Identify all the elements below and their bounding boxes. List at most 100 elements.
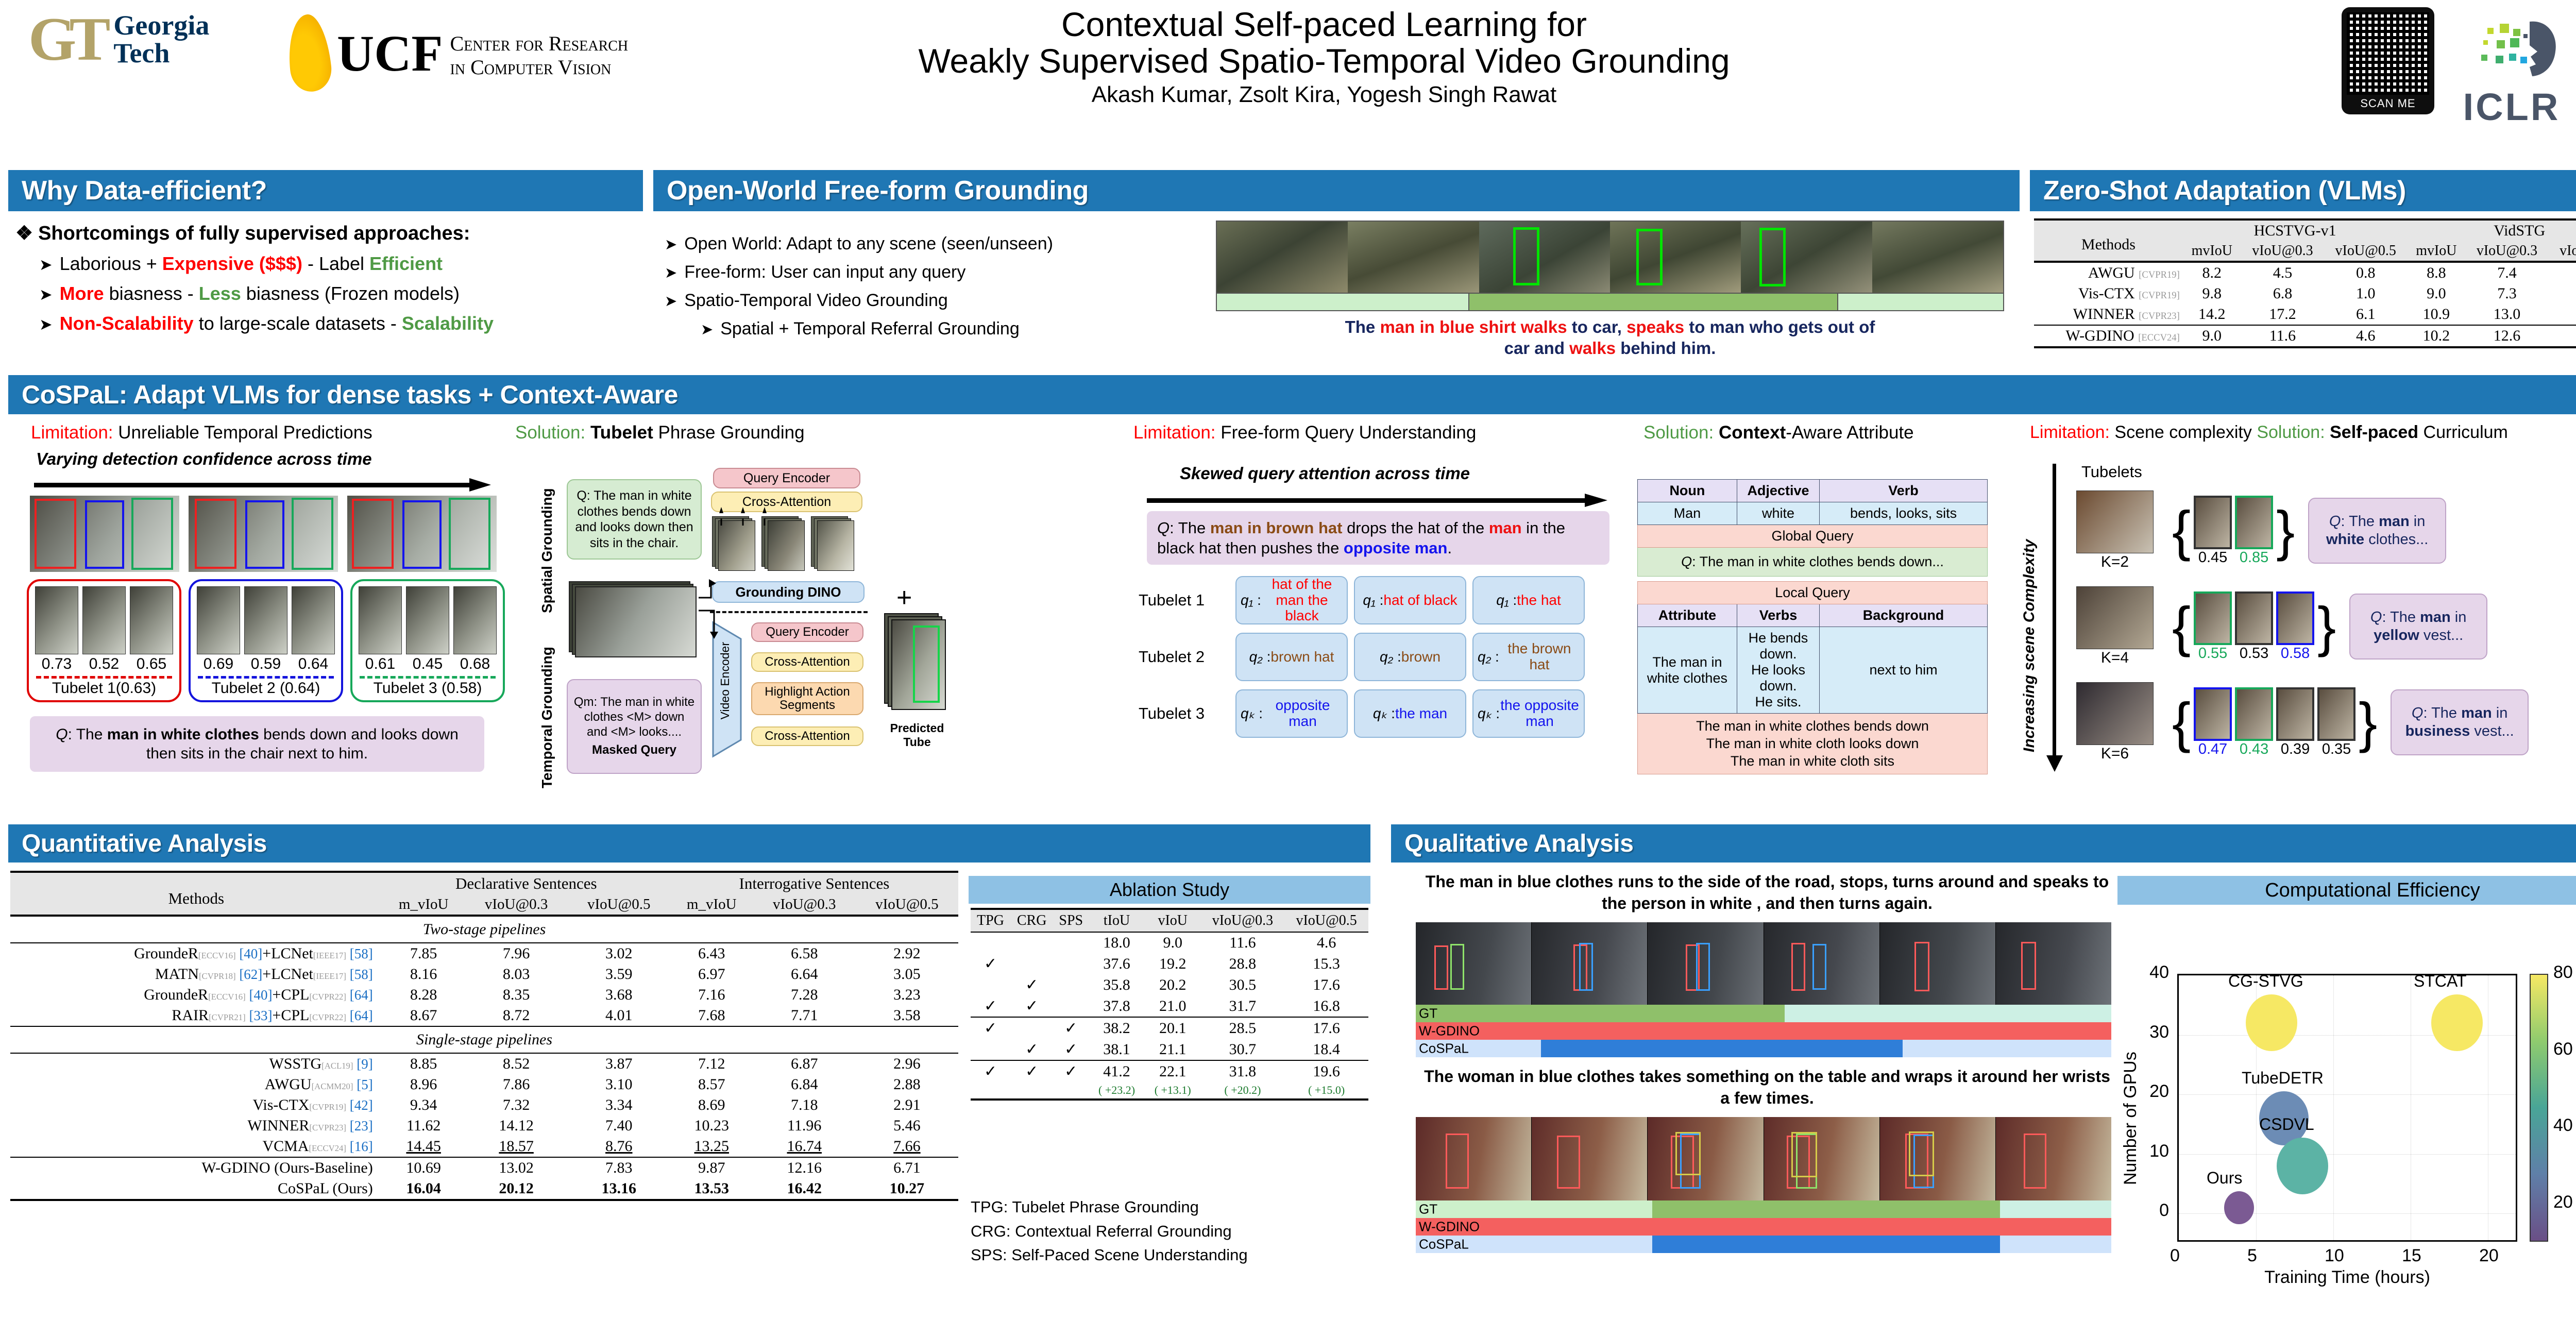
data-point[interactable]: [2224, 1191, 2254, 1224]
bbox-gt: [2023, 1134, 2047, 1189]
tubelet-row-label: Tubelet 3: [1139, 704, 1205, 722]
method-name: VCMA[ECCV24] [16]: [262, 1138, 373, 1155]
spatial-grounding-label: Spatial Grounding: [539, 488, 555, 613]
candidate-thumb: [2317, 687, 2356, 741]
y-tick-label: 20: [2149, 1081, 2169, 1102]
candidate: 0.47: [2194, 687, 2232, 758]
qual-strip-1: [1416, 922, 2112, 1005]
qual-frame: [1764, 1117, 1880, 1200]
metric-value: 7.71: [790, 1007, 818, 1024]
abl-value: 30.5: [1229, 976, 1257, 993]
data-point[interactable]: [2259, 1091, 2309, 1146]
chart-xlabel: Training Time (hours): [2264, 1267, 2430, 1287]
title-line-2: Weakly Supervised Spatio-Temporal Video …: [918, 41, 1730, 80]
metric-value: 11.96: [787, 1117, 822, 1134]
tubelet-stack: [712, 516, 756, 572]
metric-value: 8.35: [502, 986, 530, 1003]
data-point[interactable]: [2277, 1137, 2328, 1194]
abl-value: 18.4: [1313, 1040, 1340, 1058]
qual-frame: [1764, 922, 1880, 1005]
metric-value: 14.12: [499, 1117, 534, 1134]
openworld-item-list: Open World: Adapt to any scene (seen/uns…: [665, 234, 1206, 339]
timeline-segment-outside: [1217, 294, 1469, 310]
metric-value: 20.12: [499, 1180, 534, 1197]
solution-2-text: -Aware Attribute: [1786, 422, 1914, 443]
solution-1-text: Phrase Grounding: [653, 422, 805, 443]
method-name: W-GDINO (Ours-Baseline): [201, 1159, 373, 1176]
scatter-chart: Number of GPUs 0 10 20 30 40 CG-STVG STCAT Tub…: [2117, 912, 2576, 1293]
openworld-item: Spatio-Temporal Video Grounding: [665, 291, 1206, 311]
candidate: 0.55: [2194, 591, 2232, 662]
gridline: [2333, 975, 2334, 1240]
x-tick-label: 10: [2325, 1246, 2344, 1265]
metric-value: 7.85: [410, 945, 437, 962]
tubelet-query-cell: q₁ : hat of black: [1354, 576, 1466, 624]
gridline: [2179, 1094, 2516, 1095]
qr-code-block[interactable]: SCAN ME: [2342, 7, 2434, 114]
cross-attention-mid: Cross-Attention: [751, 652, 863, 672]
qual-frame: [1879, 922, 1996, 1005]
abl-check: ✓: [1064, 1041, 1078, 1058]
y-tick-label: 40: [2149, 962, 2169, 982]
abl-check: [1010, 933, 1053, 953]
abl-value: 31.7: [1229, 997, 1257, 1014]
why-item-list: Laborious + Expensive ($$$) - Label Effi…: [39, 253, 644, 334]
crcv-line2: in Computer Vision: [450, 56, 612, 79]
compeff-title: Computational Efficiency: [2265, 879, 2480, 901]
abl-header: TPG: [977, 912, 1004, 928]
abl-check: [1053, 953, 1089, 974]
chart-colorbar-ticks: 20 40 60 80: [2550, 962, 2576, 1242]
table-row: AWGU[ACMM20] [5] 8.96 7.86 3.10 8.57 6.84 2.88: [10, 1074, 958, 1095]
abl-value: 19.6: [1313, 1062, 1340, 1080]
abl-check: [1053, 995, 1089, 1017]
bbox-gt: [1557, 1135, 1581, 1189]
why-item: Non-Scalability to large-scale datasets …: [39, 313, 644, 334]
metric-value: 11.62: [406, 1117, 441, 1134]
row-label-wgdino: W-GDINO: [1419, 1023, 1480, 1039]
openworld-video-example: The man in blue shirt walks to car, spea…: [1216, 221, 2004, 359]
candidate-score: 0.55: [2198, 645, 2228, 662]
openworld-item: Spatial + Temporal Referral Grounding: [701, 319, 1206, 339]
metric-value: 7.40: [605, 1117, 633, 1134]
k-label: K=2: [2100, 553, 2129, 570]
abl-value: 31.8: [1229, 1062, 1257, 1080]
metric-value: 3.02: [605, 945, 633, 962]
solution-1-label: Solution:: [515, 422, 586, 443]
query-encoder-bottom: Query Encoder: [751, 622, 863, 642]
section-title-zeroshot: Zero-Shot Adaptation (VLMs): [2043, 176, 2406, 206]
local-query-label: Local Query: [1637, 581, 1988, 604]
bbox-gt: [2021, 942, 2037, 990]
tubelet-query-cell: q₁ : the hat: [1472, 576, 1585, 624]
y-tick-label: 30: [2149, 1022, 2169, 1042]
abl-value: 21.1: [1159, 1040, 1187, 1058]
data-point[interactable]: [2246, 994, 2297, 1052]
metric-value: 9.34: [410, 1096, 437, 1113]
local-header: Background: [1819, 604, 1988, 627]
query-encoder-label: Query Encoder: [743, 470, 831, 485]
tubelet-query-cell: qₖ : the man: [1354, 689, 1466, 738]
x-tick-label: 5: [2247, 1246, 2257, 1265]
scene-thumbnail-wrap: K=2: [2071, 491, 2159, 571]
detection-box: [1513, 227, 1539, 286]
metric-value: 13.25: [694, 1138, 730, 1155]
abl-value: 41.2: [1103, 1062, 1130, 1080]
curriculum-rows: K=2{0.45 0.85} Q: The man in white clothes…: [2071, 486, 2576, 774]
bbox-pred: [1696, 943, 1710, 991]
abl-value: 20.2: [1159, 976, 1187, 993]
tubelet-stack: [761, 516, 806, 572]
qual-example-2-caption: The woman in blue clothes takes somethin…: [1424, 1067, 2110, 1108]
ablation-title: Ablation Study: [1109, 879, 1230, 900]
solution-3-text: Curriculum: [2418, 422, 2508, 442]
abl-value: 28.5: [1229, 1019, 1257, 1037]
table-row: GroundeR[ECCV16] [40]+LCNet[IEEE17] [58]…: [10, 943, 958, 964]
table-row: AWGU [CVPR19]8.24.50.88.87.43.0: [2034, 262, 2576, 283]
tubelet-score: 0.59: [250, 655, 281, 672]
why-item: Laborious + Expensive ($$$) - Label Effi…: [39, 253, 644, 275]
metric-value: 7.96: [502, 945, 530, 962]
abl-check: [1010, 953, 1053, 974]
tubelet-frame: [130, 586, 173, 654]
metric-value: 8.16: [410, 966, 437, 983]
data-point[interactable]: [2431, 994, 2483, 1052]
input-video-stack: [569, 581, 699, 658]
attr-value: bends, looks, sits: [1819, 502, 1988, 525]
